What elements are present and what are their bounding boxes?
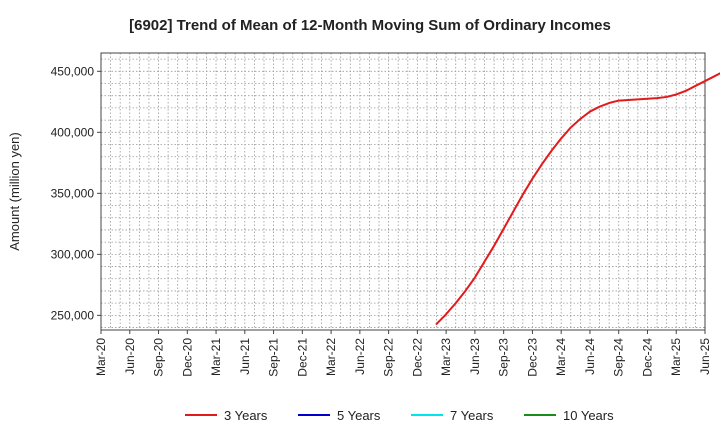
x-tick-label: Sep-24 — [612, 338, 626, 377]
x-tick-label: Dec-23 — [525, 338, 539, 377]
x-tick-label: Mar-20 — [94, 338, 108, 376]
x-tick-label: Sep-22 — [382, 338, 396, 377]
x-axis: Mar-20 Jun-20 Sep-20 Dec-20 Mar-21 Jun-21 Sep-… — [94, 330, 712, 377]
y-tick-label: 300,000 — [51, 247, 95, 261]
legend-label-7-years: 7 Years — [450, 408, 494, 423]
x-tick-label: Dec-24 — [640, 338, 654, 377]
y-axis: 250,000 300,000 350,000 400,000 450,000 — [51, 64, 101, 322]
legend: 3 Years 5 Years 7 Years 10 Years — [185, 408, 614, 423]
x-tick-label: Mar-24 — [554, 338, 568, 376]
y-tick-label: 400,000 — [51, 125, 95, 139]
legend-label-5-years: 5 Years — [337, 408, 381, 423]
x-tick-label: Dec-21 — [295, 338, 309, 377]
x-tick-label: Jun-23 — [468, 338, 482, 375]
x-tick-label: Jun-21 — [238, 338, 252, 375]
plot-border — [100, 52, 706, 331]
x-tick-label: Dec-20 — [180, 338, 194, 377]
y-tick-label: 450,000 — [51, 64, 95, 78]
x-tick-label: Mar-21 — [209, 338, 223, 376]
x-tick-label: Sep-20 — [152, 338, 166, 377]
y-tick-label: 250,000 — [51, 308, 95, 322]
x-tick-label: Mar-23 — [439, 338, 453, 376]
x-tick-label: Jun-22 — [353, 338, 367, 375]
x-tick-label: Jun-25 — [698, 338, 712, 375]
chart-title: [6902] Trend of Mean of 12-Month Moving … — [129, 17, 611, 34]
series-line-3-years — [435, 72, 720, 325]
grid — [100, 53, 706, 330]
x-tick-label: Sep-23 — [497, 338, 511, 377]
legend-label-10-years: 10 Years — [563, 408, 614, 423]
x-tick-label: Jun-24 — [583, 338, 597, 375]
y-axis-label: Amount (million yen) — [7, 132, 22, 251]
x-tick-label: Jun-20 — [123, 338, 137, 375]
plot-area — [101, 53, 705, 330]
y-tick-label: 350,000 — [51, 186, 95, 200]
x-tick-label: Sep-21 — [267, 338, 281, 377]
x-tick-label: Mar-25 — [669, 338, 683, 376]
series-lines — [435, 72, 720, 325]
x-tick-label: Mar-22 — [324, 338, 338, 376]
x-tick-label: Dec-22 — [410, 338, 424, 377]
legend-label-3-years: 3 Years — [224, 408, 268, 423]
